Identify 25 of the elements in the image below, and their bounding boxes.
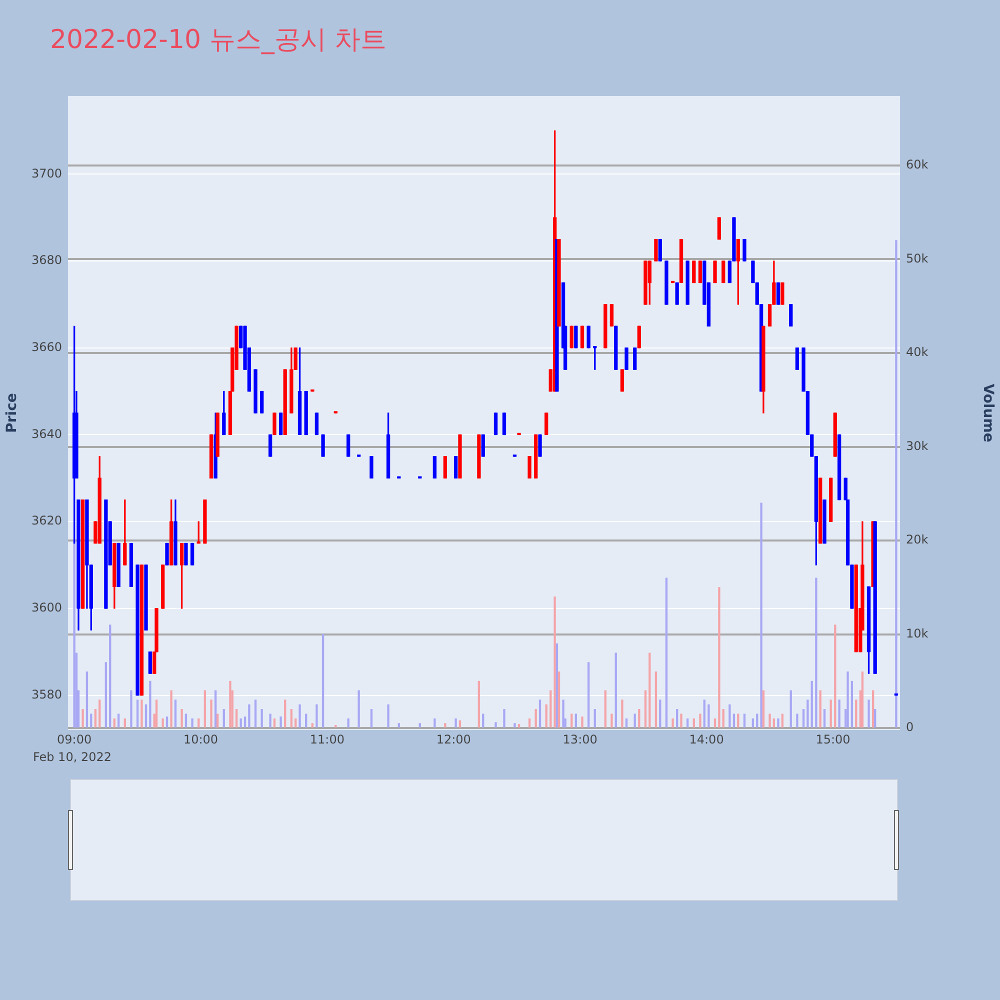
- y-axis-title: Price: [4, 393, 20, 433]
- y-tick-label: 3700: [31, 166, 62, 180]
- y2-tick-label: 20k: [906, 532, 928, 547]
- text: Feb 10, 2022: [33, 750, 112, 764]
- chart-title: 2022-02-10 뉴스_공시 차트: [50, 24, 387, 57]
- y2-tick-label: 0: [906, 720, 914, 734]
- y2-tick-label: 10k: [906, 626, 928, 640]
- y-tick-label: 3620: [31, 514, 62, 528]
- y2-tick-label: 60k: [906, 158, 928, 172]
- x-tick-label: 15:00: [816, 732, 850, 746]
- y-tick-label: 3580: [31, 687, 62, 702]
- x-tick-label: 12:00: [436, 732, 471, 746]
- y2-tick-label: 50k: [906, 251, 928, 266]
- y-tick-label: 3640: [31, 426, 62, 441]
- y2-tick-label: 30k: [906, 438, 928, 453]
- y-tick-label: 3680: [31, 253, 62, 268]
- x-tick-label: 14:00: [689, 732, 724, 746]
- y-tick-label: 3600: [31, 600, 62, 615]
- y2-tick-label: 40k: [906, 345, 928, 360]
- x-tick-label: 10:00: [183, 732, 218, 746]
- y-tick-label: 3660: [31, 340, 62, 354]
- x-tick-label: 09:00: [57, 732, 92, 746]
- x-tick-label: 11:00: [310, 732, 345, 746]
- x-tick-label: 13:00: [562, 732, 598, 746]
- y2-axis-title: Volume: [980, 384, 996, 442]
